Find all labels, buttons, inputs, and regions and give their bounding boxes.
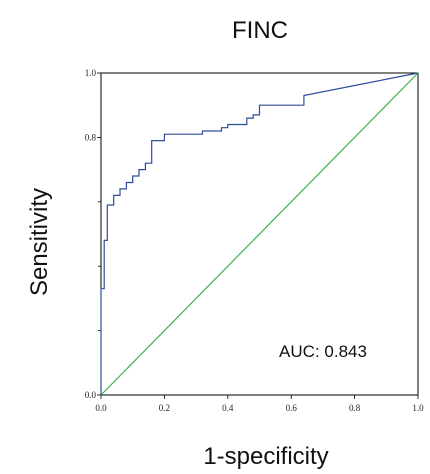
x-tick-label: 0.6 bbox=[286, 403, 298, 413]
y-tick-label: 0.0 bbox=[85, 390, 97, 400]
y-tick-label: 1.0 bbox=[85, 68, 97, 78]
y-tick-label: 0.8 bbox=[85, 132, 97, 142]
x-tick-label: 1.0 bbox=[412, 403, 424, 413]
auc-annotation: AUC: 0.843 bbox=[279, 342, 367, 361]
x-axis-title: 1-specificity bbox=[203, 443, 328, 470]
x-tick-label: 0.2 bbox=[159, 403, 170, 413]
y-axis: 0.0 0.8 1.0 bbox=[85, 68, 101, 400]
x-tick-label: 0.0 bbox=[95, 403, 107, 413]
x-tick-label: 0.8 bbox=[349, 403, 361, 413]
x-axis: 0.0 0.2 0.4 0.6 0.8 1.0 bbox=[95, 395, 424, 413]
x-tick-label: 0.4 bbox=[222, 403, 234, 413]
y-axis-title: Sensitivity bbox=[26, 188, 53, 296]
reference-line bbox=[101, 73, 418, 395]
chart-title: FINC bbox=[232, 17, 288, 44]
